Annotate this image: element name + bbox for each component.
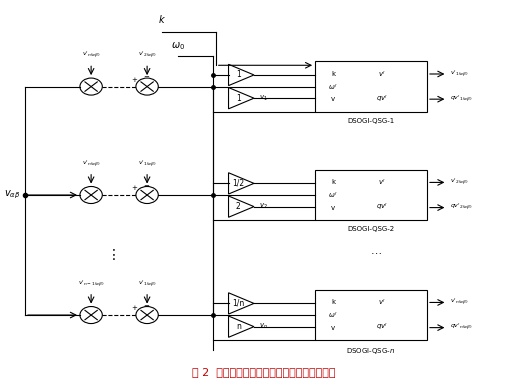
Text: $qv'$: $qv'$	[376, 322, 388, 333]
Text: $v'_{2(\alpha\beta)}$: $v'_{2(\alpha\beta)}$	[138, 50, 157, 61]
Text: ⋮: ⋮	[107, 248, 121, 262]
Text: $\omega_0$: $\omega_0$	[171, 40, 185, 52]
Text: $v'$: $v'$	[379, 69, 386, 79]
Text: $v'$: $v'$	[379, 177, 386, 188]
Text: …: …	[371, 246, 382, 256]
Text: 1: 1	[236, 71, 241, 80]
Text: $v'_{2(\alpha\beta)}$: $v'_{2(\alpha\beta)}$	[450, 177, 469, 188]
Text: $v'_{1(\alpha\beta)}$: $v'_{1(\alpha\beta)}$	[138, 279, 157, 290]
Text: v: v	[331, 205, 335, 211]
Text: $qv'_{1(\alpha\beta)}$: $qv'_{1(\alpha\beta)}$	[450, 94, 473, 105]
Text: $v'_{n(\alpha\beta)}$: $v'_{n(\alpha\beta)}$	[450, 297, 469, 308]
Text: $v'_{1(\alpha\beta)}$: $v'_{1(\alpha\beta)}$	[138, 159, 157, 170]
Text: 1/2: 1/2	[232, 179, 244, 188]
Text: k: k	[331, 300, 335, 305]
Text: $v'_{n(\alpha\beta)}$: $v'_{n(\alpha\beta)}$	[82, 50, 100, 61]
Text: 1/n: 1/n	[232, 299, 244, 308]
Bar	[315, 170, 427, 220]
Text: $qv'_{n(\alpha\beta)}$: $qv'_{n(\alpha\beta)}$	[450, 322, 473, 333]
Text: k: k	[331, 71, 335, 77]
Text: $\omega'$: $\omega'$	[328, 310, 337, 320]
Text: v: v	[331, 96, 335, 102]
Text: 图 2  基于二阶广义积分器的多谐波滤波器设计: 图 2 基于二阶广义积分器的多谐波滤波器设计	[192, 367, 336, 377]
Text: $\omega'$: $\omega'$	[328, 190, 337, 200]
Bar	[315, 61, 427, 112]
Text: k: k	[331, 179, 335, 185]
Text: v: v	[331, 324, 335, 331]
Text: $k$: $k$	[159, 12, 166, 25]
Text: 2: 2	[236, 202, 241, 211]
Text: $v'_{1(\alpha\beta)}$: $v'_{1(\alpha\beta)}$	[450, 68, 469, 80]
Text: 1: 1	[236, 94, 241, 103]
Text: $qv'$: $qv'$	[376, 94, 388, 105]
Text: $v'_{n(\alpha\beta)}$: $v'_{n(\alpha\beta)}$	[82, 159, 100, 170]
Text: DSOGI-QSG-1: DSOGI-QSG-1	[347, 117, 395, 124]
Text: +: +	[131, 185, 137, 191]
Text: −: −	[143, 74, 149, 80]
Text: DSOGI-QSG-$n$: DSOGI-QSG-$n$	[346, 346, 396, 356]
Text: −: −	[143, 183, 149, 189]
Text: DSOGI-QSG-2: DSOGI-QSG-2	[347, 226, 395, 232]
Text: n: n	[236, 322, 241, 331]
Text: −: −	[143, 303, 149, 309]
Text: +: +	[131, 305, 137, 311]
Text: $v_n$: $v_n$	[259, 322, 268, 331]
Bar	[315, 290, 427, 340]
Text: $v_{\alpha\beta}$: $v_{\alpha\beta}$	[4, 189, 20, 201]
Text: +: +	[131, 76, 137, 83]
Text: $qv'$: $qv'$	[376, 202, 388, 213]
Text: $qv'_{2(\alpha\beta)}$: $qv'_{2(\alpha\beta)}$	[450, 202, 473, 213]
Text: $v'$: $v'$	[379, 298, 386, 307]
Text: $v'_{n-1(\alpha\beta)}$: $v'_{n-1(\alpha\beta)}$	[77, 279, 105, 290]
Text: $v_1$: $v_1$	[259, 94, 268, 103]
Text: $\omega'$: $\omega'$	[328, 82, 337, 92]
Text: $v_2$: $v_2$	[259, 202, 268, 211]
